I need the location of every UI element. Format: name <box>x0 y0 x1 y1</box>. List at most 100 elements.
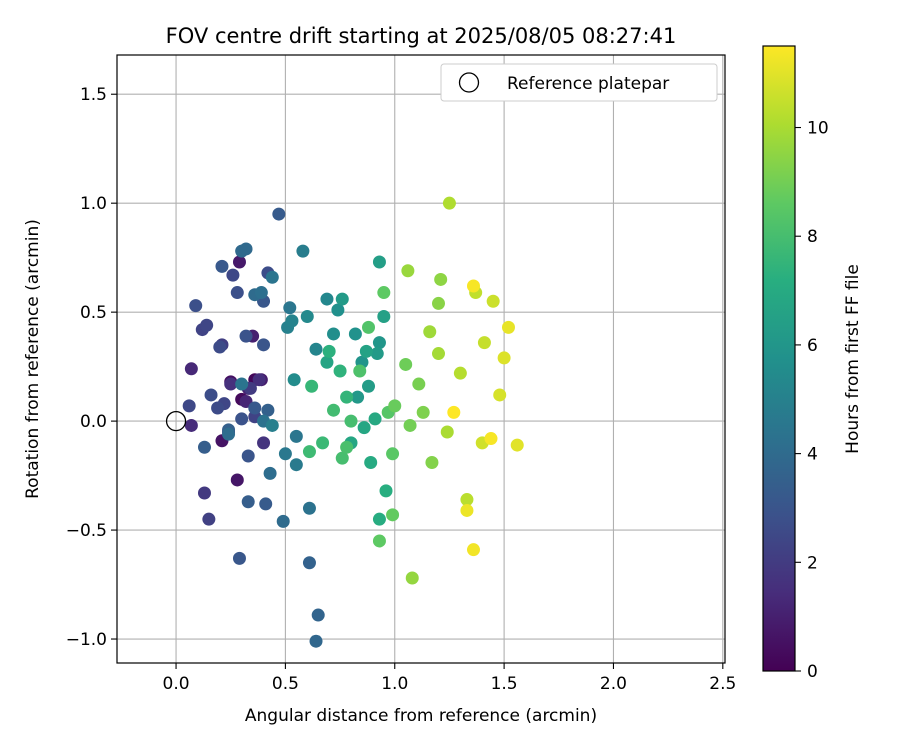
data-point <box>486 294 500 308</box>
data-point <box>501 320 515 334</box>
data-point <box>241 449 255 463</box>
data-points <box>165 196 524 648</box>
data-point <box>184 418 198 432</box>
data-point <box>305 379 319 393</box>
x-tick-label: 1.0 <box>381 674 408 694</box>
data-point <box>362 379 376 393</box>
data-point <box>276 514 290 528</box>
data-point <box>316 436 330 450</box>
data-point <box>416 405 430 419</box>
data-point <box>477 336 491 350</box>
data-point <box>431 296 445 310</box>
data-point <box>340 390 354 404</box>
data-point <box>197 440 211 454</box>
data-point <box>399 357 413 371</box>
data-point <box>320 355 334 369</box>
data-point <box>252 373 266 387</box>
data-point <box>377 286 391 300</box>
data-point <box>232 551 246 565</box>
x-tick-label: 2.0 <box>600 674 627 694</box>
data-point <box>189 299 203 313</box>
data-point <box>403 418 417 432</box>
colorbar-tick-label: 0 <box>807 662 818 682</box>
chart-title: FOV centre drift starting at 2025/08/05 … <box>166 24 677 48</box>
data-point <box>388 399 402 413</box>
colorbar-tick-label: 4 <box>807 445 818 465</box>
data-point <box>248 401 262 415</box>
data-point <box>202 512 216 526</box>
data-point <box>320 292 334 306</box>
data-point <box>351 390 365 404</box>
data-point <box>230 286 244 300</box>
data-point <box>322 344 336 358</box>
data-point <box>287 373 301 387</box>
data-point <box>235 412 249 426</box>
data-point <box>405 571 419 585</box>
data-point <box>197 486 211 500</box>
y-tick-label: 0.0 <box>80 412 107 432</box>
legend-label: Reference platepar <box>507 74 669 94</box>
data-point <box>302 556 316 570</box>
data-point <box>311 608 325 622</box>
y-ticks: −1.0 −0.5 0.0 0.5 1.0 1.5 <box>66 85 117 650</box>
data-point <box>379 484 393 498</box>
data-point <box>257 338 271 352</box>
data-point <box>265 418 279 432</box>
x-tick-label: 1.5 <box>491 674 518 694</box>
data-point <box>510 438 524 452</box>
data-point <box>222 427 236 441</box>
y-tick-label: 0.5 <box>80 303 107 323</box>
colorbar-tick-label: 6 <box>807 336 818 356</box>
data-point <box>239 242 253 256</box>
colorbar-ticks: 0 2 4 6 8 10 <box>795 119 829 682</box>
data-point <box>278 447 292 461</box>
data-point <box>241 495 255 509</box>
colorbar-tick-label: 2 <box>807 553 818 573</box>
data-point <box>425 456 439 470</box>
data-point <box>261 403 275 417</box>
data-point <box>372 512 386 526</box>
data-point <box>327 403 341 417</box>
data-point <box>453 366 467 380</box>
data-point <box>335 292 349 306</box>
y-tick-label: −1.0 <box>66 630 107 650</box>
data-point <box>259 497 273 511</box>
reference-platepar-marker <box>165 410 187 432</box>
gridlines <box>117 55 725 663</box>
data-point <box>401 264 415 278</box>
y-tick-label: 1.0 <box>80 194 107 214</box>
data-point <box>353 364 367 378</box>
data-point <box>364 456 378 470</box>
colorbar <box>762 45 796 672</box>
data-point <box>370 347 384 361</box>
data-point <box>184 362 198 376</box>
data-point <box>377 310 391 324</box>
data-point <box>211 401 225 415</box>
data-point <box>254 286 268 300</box>
data-point <box>331 303 345 317</box>
data-point <box>466 279 480 293</box>
legend-reference-marker <box>458 72 480 93</box>
data-point <box>302 501 316 515</box>
data-point <box>182 399 196 413</box>
x-ticks: 0.0 0.5 1.0 1.5 2.0 2.5 <box>163 663 736 694</box>
data-point <box>204 388 218 402</box>
x-tick-label: 2.5 <box>709 674 736 694</box>
data-point <box>302 445 316 459</box>
data-point <box>263 466 277 480</box>
data-point <box>357 421 371 435</box>
data-point <box>309 634 323 648</box>
data-point <box>265 270 279 284</box>
data-point <box>466 543 480 557</box>
data-point <box>272 207 286 221</box>
x-tick-label: 0.0 <box>163 674 190 694</box>
plot-frame <box>116 54 726 664</box>
data-point <box>232 255 246 269</box>
data-point <box>423 325 437 339</box>
x-axis-label: Angular distance from reference (arcmin) <box>245 706 597 726</box>
data-point <box>372 255 386 269</box>
data-point <box>283 301 297 315</box>
colorbar-tick-label: 10 <box>807 119 829 139</box>
data-point <box>359 344 373 358</box>
data-point <box>431 347 445 361</box>
